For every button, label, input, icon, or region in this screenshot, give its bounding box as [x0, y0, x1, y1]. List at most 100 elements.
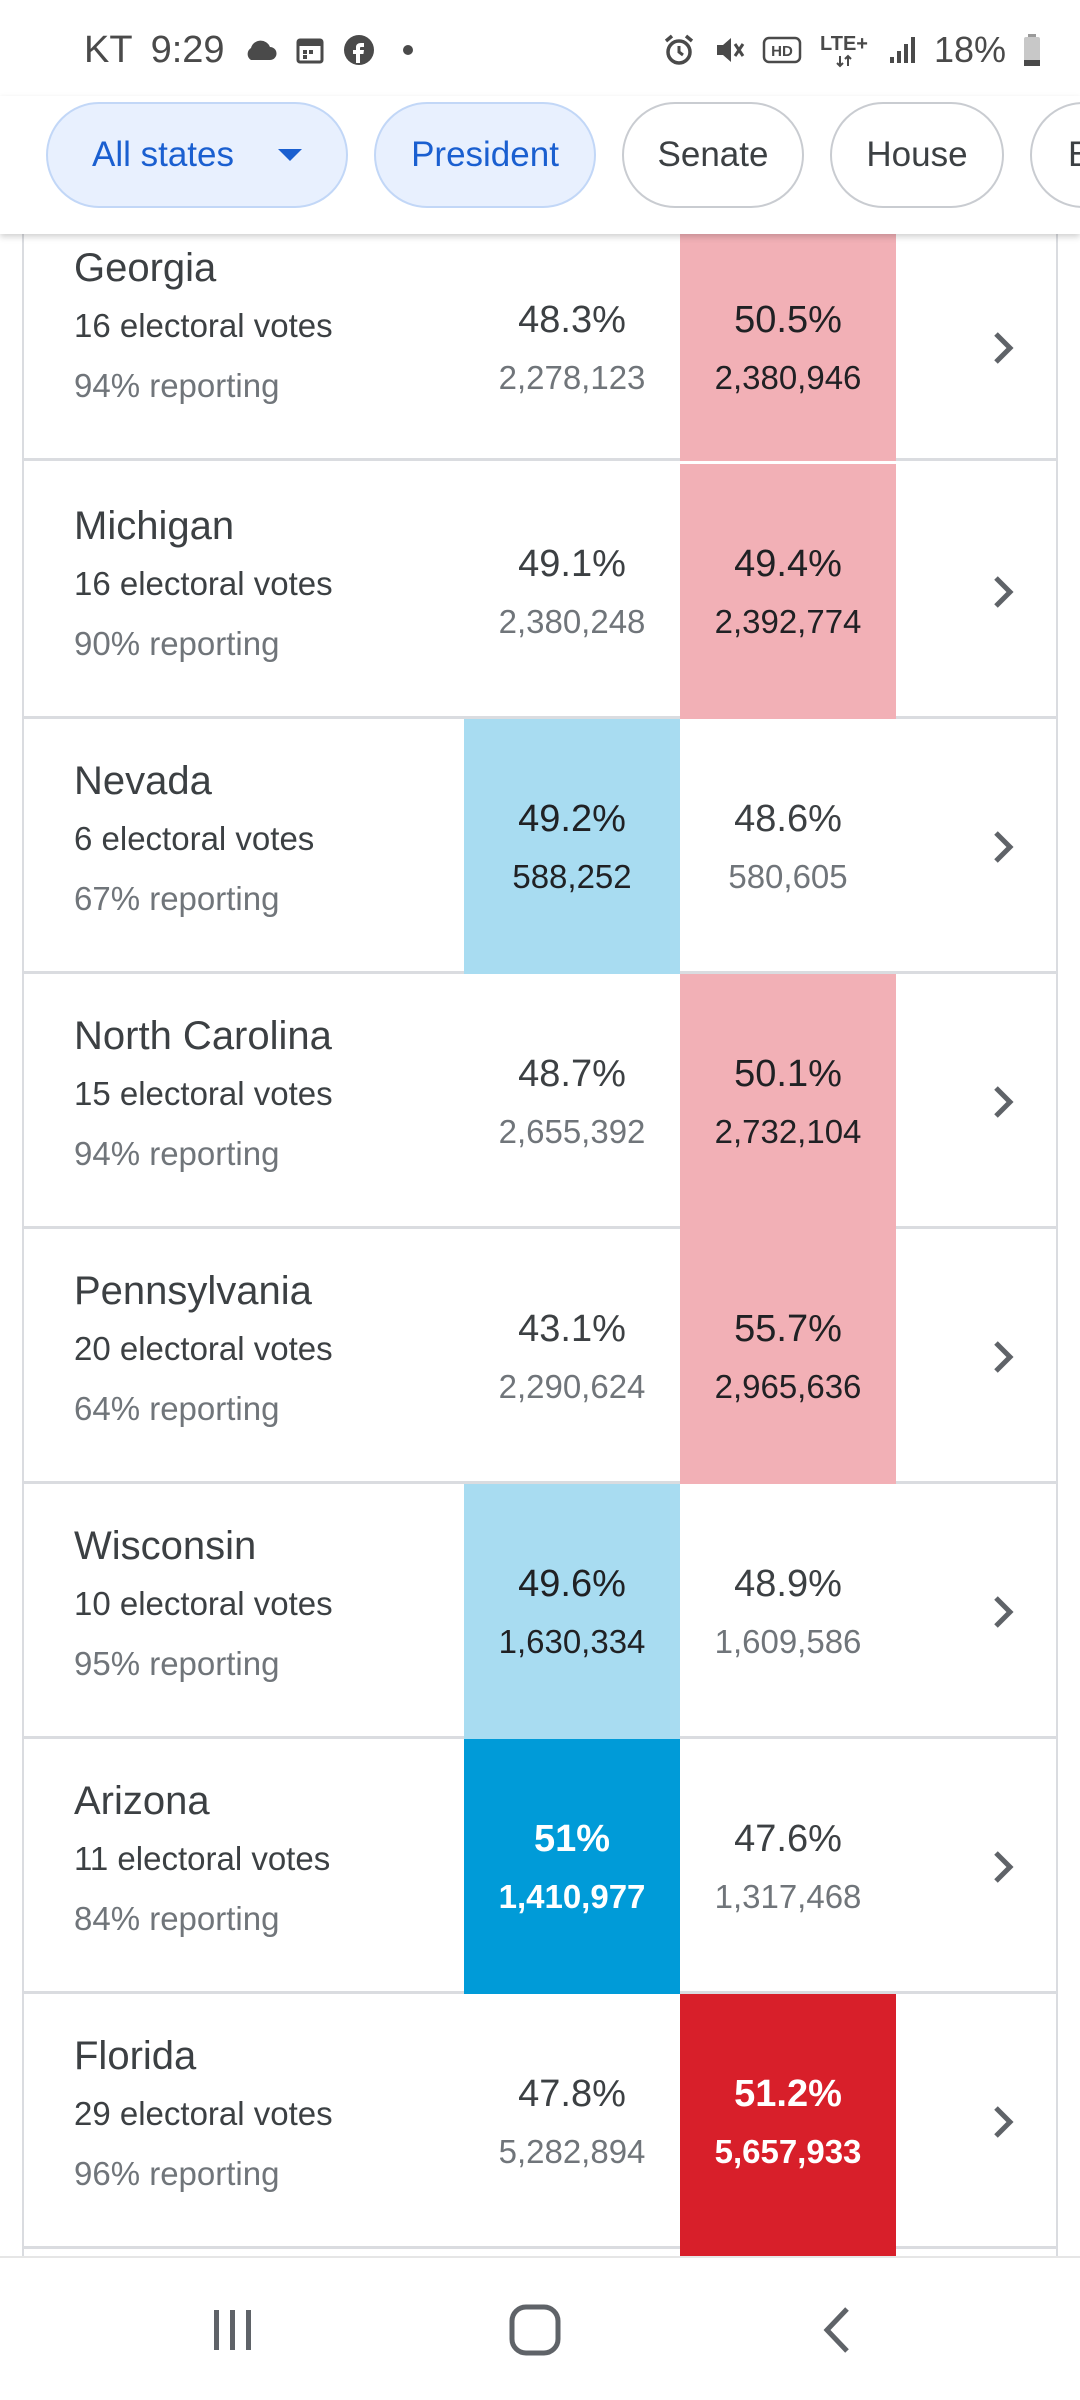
reporting-status: 90% reporting — [74, 625, 280, 662]
reporting-status: 96% reporting — [74, 2155, 280, 2192]
state-name: Nevada — [74, 759, 212, 803]
chevron-right-icon[interactable] — [972, 1582, 1032, 1642]
state-row-florida[interactable]: Florida 29 electoral votes 96% reporting… — [24, 1994, 1056, 2249]
system-navigation-bar — [0, 2256, 1080, 2400]
state-info: Michigan 16 electoral votes 90% reportin… — [74, 502, 333, 664]
reporting-status: 64% reporting — [74, 1390, 280, 1427]
results-table: Georgia 16 electoral votes 94% reporting… — [22, 234, 1058, 2256]
chip-partial-label: B — [1068, 135, 1080, 174]
state-row-north-carolina[interactable]: North Carolina 15 electoral votes 94% re… — [24, 974, 1056, 1229]
state-info: Wisconsin 10 electoral votes 95% reporti… — [74, 1522, 333, 1684]
state-row-nevada[interactable]: Nevada 6 electoral votes 67% reporting 4… — [24, 719, 1056, 974]
chip-president-label: President — [411, 135, 559, 174]
rep-votes: 5,657,933 — [714, 2132, 862, 2170]
state-info: Pennsylvania 20 electoral votes 64% repo… — [74, 1267, 333, 1429]
state-row-wisconsin[interactable]: Wisconsin 10 electoral votes 95% reporti… — [24, 1484, 1056, 1739]
chevron-right-icon[interactable] — [972, 318, 1032, 378]
electoral-votes: 20 electoral votes — [74, 1330, 333, 1367]
rep-votes: 2,732,104 — [714, 1112, 862, 1150]
chip-senate[interactable]: Senate — [622, 102, 804, 208]
state-info: Florida 29 electoral votes 96% reporting — [74, 2032, 333, 2194]
back-icon[interactable] — [792, 2288, 882, 2372]
dem-result-cell: 48.3% 2,278,123 — [464, 234, 680, 461]
dem-percent: 48.3% — [518, 298, 626, 341]
notification-dot-icon — [402, 45, 413, 55]
chip-house-label: House — [866, 135, 968, 174]
rep-percent: 50.5% — [734, 298, 842, 341]
dem-votes: 2,278,123 — [498, 358, 646, 396]
rep-result-cell: 55.7% 2,965,636 — [680, 1229, 896, 1484]
battery-percent: 18% — [933, 29, 1006, 70]
home-icon[interactable] — [490, 2288, 580, 2372]
state-row-georgia[interactable]: Georgia 16 electoral votes 94% reporting… — [24, 234, 1056, 461]
dem-result-cell: 49.2% 588,252 — [464, 719, 680, 974]
chip-president[interactable]: President — [374, 102, 596, 208]
reporting-status: 94% reporting — [74, 367, 280, 404]
all-states-dropdown[interactable]: All states — [46, 102, 348, 208]
dem-percent: 43.1% — [518, 1307, 626, 1350]
rep-percent: 50.1% — [734, 1052, 842, 1095]
chevron-right-icon[interactable] — [972, 1327, 1032, 1387]
hd-icon: HD — [762, 35, 802, 65]
all-states-label: All states — [92, 135, 234, 174]
dem-votes: 1,410,977 — [498, 1877, 646, 1915]
dem-votes: 1,630,334 — [498, 1622, 646, 1660]
electoral-votes: 10 electoral votes — [74, 1585, 333, 1622]
recents-icon[interactable] — [188, 2288, 278, 2372]
chip-partial[interactable]: B — [1030, 102, 1080, 208]
rep-votes: 1,317,468 — [714, 1877, 862, 1915]
reporting-status: 84% reporting — [74, 1900, 280, 1937]
state-row-partial[interactable] — [24, 2249, 1056, 2256]
electoral-votes: 11 electoral votes — [74, 1840, 331, 1877]
rep-percent: 47.6% — [734, 1817, 842, 1860]
state-row-michigan[interactable]: Michigan 16 electoral votes 90% reportin… — [24, 464, 1056, 719]
svg-text:LTE+: LTE+ — [820, 33, 868, 55]
state-row-pennsylvania[interactable]: Pennsylvania 20 electoral votes 64% repo… — [24, 1229, 1056, 1484]
rep-result-cell: 48.9% 1,609,586 — [680, 1484, 896, 1739]
rep-percent: 48.6% — [734, 797, 842, 840]
dem-votes: 5,282,894 — [498, 2132, 646, 2170]
rep-percent: 55.7% — [734, 1307, 842, 1350]
chevron-right-icon[interactable] — [972, 562, 1032, 622]
chevron-right-icon[interactable] — [972, 1072, 1032, 1132]
rep-result-cell: 48.6% 580,605 — [680, 719, 896, 974]
reporting-status: 94% reporting — [74, 1135, 280, 1172]
chevron-right-icon[interactable] — [972, 2092, 1032, 2152]
facebook-icon — [343, 34, 375, 66]
calendar-icon — [295, 35, 325, 65]
filter-chip-row: All states President Senate House B — [0, 96, 1080, 234]
electoral-votes: 6 electoral votes — [74, 820, 315, 857]
state-name: Florida — [74, 2034, 197, 2078]
status-right: HD LTE+ 18% — [662, 22, 1042, 78]
chip-house[interactable]: House — [830, 102, 1004, 208]
dem-votes: 2,380,248 — [498, 602, 646, 640]
dem-result-cell: 49.6% 1,630,334 — [464, 1484, 680, 1739]
rep-votes: 1,609,586 — [714, 1622, 862, 1660]
rep-result-cell: 50.1% 2,732,104 — [680, 974, 896, 1229]
state-name: Wisconsin — [74, 1524, 257, 1568]
mute-icon — [712, 33, 746, 67]
rep-result-cell — [680, 2249, 896, 2256]
dropdown-caret-icon — [278, 149, 302, 161]
state-info: Nevada 6 electoral votes 67% reporting — [74, 757, 314, 919]
chip-senate-label: Senate — [657, 135, 769, 174]
dem-votes: 2,290,624 — [498, 1367, 646, 1405]
chevron-right-icon[interactable] — [972, 1837, 1032, 1897]
carrier-label: KT — [84, 28, 133, 71]
dem-percent: 51% — [533, 1817, 611, 1860]
chevron-right-icon[interactable] — [972, 817, 1032, 877]
state-row-arizona[interactable]: Arizona 11 electoral votes 84% reporting… — [24, 1739, 1056, 1994]
electoral-votes: 29 electoral votes — [74, 2095, 333, 2132]
rep-percent: 49.4% — [734, 542, 842, 585]
dem-result-cell: 43.1% 2,290,624 — [464, 1229, 680, 1484]
cloud-icon — [243, 38, 277, 62]
status-bar: KT 9:29 HD LTE+ 18% — [0, 0, 1080, 96]
dem-votes: 588,252 — [512, 857, 632, 895]
rep-votes: 580,605 — [728, 857, 848, 895]
dem-percent: 49.6% — [518, 1562, 626, 1605]
dem-votes: 2,655,392 — [498, 1112, 646, 1150]
state-name: Michigan — [74, 504, 235, 548]
dem-percent: 49.2% — [518, 797, 626, 840]
rep-percent: 51.2% — [734, 2072, 842, 2115]
state-info: Georgia 16 electoral votes 94% reporting — [74, 244, 333, 406]
